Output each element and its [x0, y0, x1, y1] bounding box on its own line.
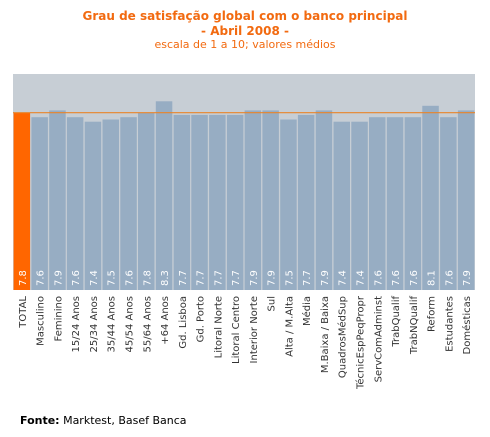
bar-11 — [209, 114, 226, 291]
bar-4 — [84, 121, 102, 290]
category-label-14: Sul — [267, 296, 278, 311]
bar-5 — [102, 119, 119, 290]
bar-2 — [49, 110, 66, 291]
value-label-22: 7.6 — [409, 270, 420, 286]
category-label-25: Domésticas — [461, 296, 473, 354]
source-label: Fonte: — [20, 414, 60, 427]
value-label-18: 7.4 — [338, 270, 349, 286]
bar-24 — [440, 117, 457, 290]
value-label-8: 8.3 — [160, 270, 171, 286]
bar-22 — [404, 117, 422, 290]
category-label-10: Gd. Porto — [196, 296, 207, 342]
bar-7 — [138, 112, 155, 290]
value-label-25: 7.9 — [462, 270, 473, 286]
category-label-15: Alta / M.Alta — [284, 296, 295, 357]
category-label-17: M.Baixa / Baixa — [320, 296, 331, 373]
value-label-14: 7.9 — [267, 270, 278, 286]
value-label-0: 7.8 — [18, 270, 29, 286]
category-label-16: Média — [301, 296, 313, 326]
value-label-15: 7.5 — [284, 270, 295, 286]
source-text: Marktest, Basef Banca — [59, 414, 187, 427]
category-label-7: 55/64 Anos — [142, 296, 153, 353]
category-label-21: TrabQualif — [391, 296, 402, 348]
bar-12 — [226, 114, 244, 291]
category-label-5: 35/44 Anos — [107, 296, 118, 353]
category-label-4: 25/34 Anos — [89, 296, 100, 353]
category-label-20: ServComAdminst — [373, 296, 384, 382]
bar-14 — [262, 110, 279, 291]
bar-15 — [280, 119, 297, 290]
bar-13 — [244, 110, 262, 291]
category-label-9: Gd. Lisboa — [178, 296, 189, 349]
bar-18 — [333, 121, 350, 290]
value-label-10: 7.7 — [196, 270, 207, 286]
chart-title-date: - Abril 2008 - — [201, 24, 289, 38]
category-label-12: Litoral Centro — [231, 296, 242, 364]
value-label-4: 7.4 — [89, 270, 100, 286]
value-label-6: 7.6 — [125, 270, 136, 286]
bar-17 — [315, 110, 333, 291]
bar-0 — [13, 112, 31, 290]
category-label-23: Reform — [427, 296, 438, 332]
bar-16 — [297, 114, 315, 291]
category-label-11: Litoral Norte — [213, 296, 224, 358]
bar-3 — [66, 117, 84, 290]
category-label-2: Feminino — [53, 296, 64, 341]
category-label-3: 15/24 Anos — [71, 296, 82, 353]
chart-title: Grau de satisfação global com o banco pr… — [82, 9, 408, 23]
value-label-1: 7.6 — [36, 270, 47, 286]
category-label-1: Masculino — [36, 296, 47, 346]
value-label-24: 7.6 — [444, 270, 455, 286]
category-label-24: Estudantes — [444, 296, 455, 352]
category-label-8: +64 Anos — [160, 296, 171, 345]
bar-19 — [351, 121, 368, 290]
value-label-12: 7.7 — [231, 270, 242, 286]
bar-1 — [31, 117, 48, 290]
bar-23 — [422, 105, 439, 290]
value-label-17: 7.9 — [320, 270, 331, 286]
bar-25 — [457, 110, 475, 291]
chart-subtitle: escala de 1 a 10; valores médios — [154, 38, 336, 51]
category-label-0: TOTAL — [18, 296, 29, 329]
value-label-20: 7.6 — [373, 270, 384, 286]
category-label-6: 45/54 Anos — [125, 296, 136, 353]
value-label-16: 7.7 — [302, 270, 313, 286]
value-label-21: 7.6 — [391, 270, 402, 286]
value-label-23: 8.1 — [427, 270, 438, 286]
category-label-18: QuadrosMédSup — [337, 296, 349, 378]
value-label-9: 7.7 — [178, 270, 189, 286]
bar-6 — [120, 117, 137, 290]
bar-21 — [386, 117, 404, 290]
category-label-22: TrabNQualif — [409, 296, 420, 356]
value-label-7: 7.8 — [142, 270, 153, 286]
bar-8 — [155, 101, 173, 290]
value-label-11: 7.7 — [213, 270, 224, 286]
value-label-19: 7.4 — [356, 270, 367, 286]
bar-20 — [369, 117, 386, 290]
bar-10 — [191, 114, 208, 291]
source-note: Fonte: Marktest, Basef Banca — [20, 414, 187, 427]
bar-9 — [173, 114, 191, 291]
category-label-19: TécnicEspPeqPropr — [355, 295, 367, 390]
value-label-2: 7.9 — [53, 270, 64, 286]
value-label-3: 7.6 — [71, 270, 82, 286]
value-label-13: 7.9 — [249, 270, 260, 286]
category-label-13: Interior Norte — [249, 296, 260, 363]
value-label-5: 7.5 — [107, 270, 118, 286]
